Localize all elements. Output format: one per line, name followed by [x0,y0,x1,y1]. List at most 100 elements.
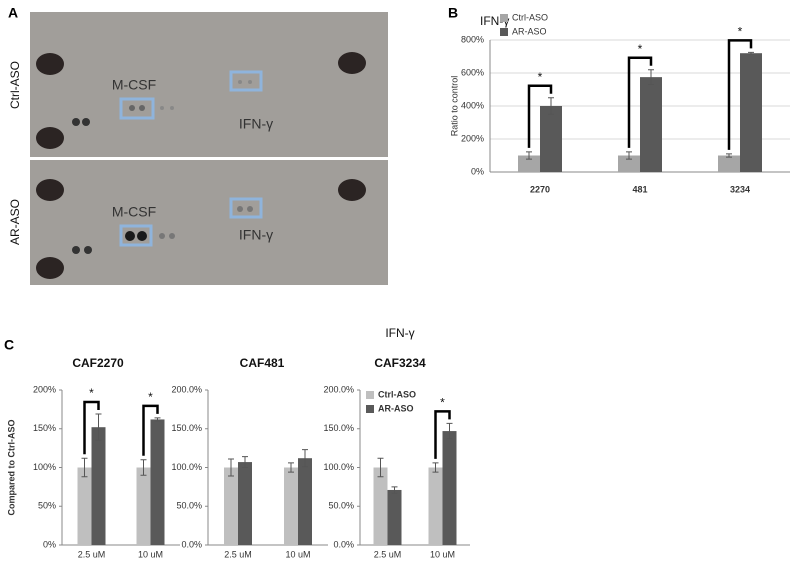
y-tick-label: 200.0% [323,384,354,394]
error-bar [726,153,732,158]
y-tick-label: 50% [38,501,56,511]
error-bar [81,457,88,478]
x-tick-label: 2270 [530,184,550,194]
error-bar [377,457,384,478]
y-tick-label: 100.0% [323,462,354,472]
y-axis-label: Compared to Ctrl-ASO [6,419,16,515]
chart-title: CAF3234 [374,356,426,370]
legend-label: Ctrl-ASO [512,12,548,22]
legend-label: Ctrl-ASO [378,389,416,399]
bar [224,467,238,545]
error-bar [548,97,554,115]
panel-title: IFN-γ [385,326,414,340]
y-tick-label: 0% [471,166,484,176]
error-bar [626,151,632,160]
y-axis-label: Ratio to control [449,76,459,137]
y-tick-label: 200% [461,133,484,143]
x-tick-label: 10 uM [285,549,310,559]
bar [238,462,252,545]
spot-label: IFN-γ [239,116,273,132]
bar [150,419,165,545]
bar [428,467,443,545]
y-tick-label: 200.0% [171,384,202,394]
error-bar [288,462,294,473]
y-tick-label: 150.0% [171,423,202,433]
x-tick-label: 10 uM [138,549,163,559]
y-tick-label: 0.0% [181,539,202,549]
error-bar [228,458,234,477]
bar [540,106,562,172]
significance-bracket [434,410,451,459]
error-bar [648,69,654,86]
row-label: Ctrl-ASO [8,61,22,109]
y-tick-label: 150% [33,423,56,433]
y-tick-label: 400% [461,100,484,110]
spot-label: M-CSF [112,204,156,220]
bar [518,155,540,172]
bar [373,467,388,545]
legend-label: AR-ASO [378,403,414,413]
bar [298,458,312,545]
error-bar [140,459,147,476]
significance-bracket [627,56,653,148]
x-tick-label: 2.5 uM [224,549,252,559]
significance-bracket [527,84,553,148]
bar [77,467,92,545]
bar [740,53,762,173]
y-tick-label: 0.0% [333,539,354,549]
row-label: AR-ASO [8,199,22,245]
x-tick-label: 3234 [730,184,750,194]
significance-bracket [727,39,753,150]
significance-bracket [83,400,100,455]
error-bar [95,413,102,441]
bar [640,77,662,172]
bar [718,155,740,172]
panel-label: C [4,337,14,353]
error-bar [242,456,248,468]
x-tick-label: 2.5 uM [374,549,402,559]
panel-label: B [448,5,458,21]
y-tick-label: 50.0% [176,501,202,511]
x-tick-label: 10 uM [430,549,455,559]
bar [136,467,151,545]
bar [618,155,640,172]
chart-title: CAF2270 [72,356,124,370]
bar [387,489,402,545]
legend-swatch [500,28,508,36]
error-bar [302,449,308,468]
significance-mark: * [440,395,445,409]
bar [442,431,457,545]
y-tick-label: 600% [461,67,484,77]
blot-image [30,12,388,285]
y-tick-label: 150.0% [323,423,354,433]
x-tick-label: 481 [632,184,647,194]
error-bar [432,462,439,473]
error-bar [391,486,398,494]
significance-mark: * [538,70,543,84]
y-tick-label: 100% [33,462,56,472]
significance-mark: * [148,390,153,404]
significance-mark: * [638,42,643,56]
panel-label: A [8,5,18,21]
y-tick-label: 800% [461,34,484,44]
significance-bracket [142,404,159,456]
error-bar [154,417,161,422]
legend-label: AR-ASO [512,26,547,36]
chart-title: CAF481 [240,356,285,370]
y-tick-label: 50.0% [328,501,354,511]
bar [91,427,106,545]
legend-swatch [366,391,374,399]
y-tick-label: 100.0% [171,462,202,472]
error-bar [526,151,532,160]
significance-mark: * [738,25,743,39]
spot-label: IFN-γ [239,227,273,243]
error-bar [748,51,754,55]
bar [284,467,298,545]
error-bar [446,422,453,440]
legend-swatch [500,14,508,22]
y-tick-label: 0% [43,539,56,549]
spot-label: M-CSF [112,77,156,93]
legend-swatch [366,405,374,413]
y-tick-label: 200% [33,384,56,394]
